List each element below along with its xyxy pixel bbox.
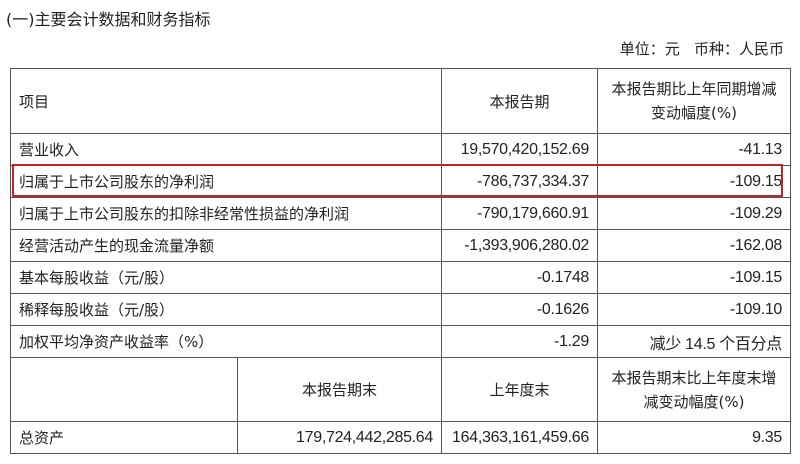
row-item: 稀释每股收益（元/股） (9, 293, 443, 326)
row-change: -109.29 (597, 197, 792, 230)
row-current: -1.29 (441, 325, 599, 358)
table-header-row-2: 本报告期末 上年度末 本报告期末比上年度末增减变动幅度(%) (10, 357, 792, 422)
header-item: 项目 (9, 68, 443, 134)
table-row-highlighted: 归属于上市公司股东的净利润 -786,737,334.37 -109.15 (9, 165, 792, 198)
table-row: 经营活动产生的现金流量净额 -1,393,906,280.02 -162.08 (9, 229, 792, 262)
table-row: 归属于上市公司股东的扣除非经常性损益的净利润 -790,179,660.91 -10… (9, 197, 792, 230)
row-item: 加权平均净资产收益率（%） (9, 325, 443, 358)
row-item: 基本每股收益（元/股） (9, 261, 443, 294)
row-current: -790,179,660.91 (441, 197, 599, 230)
row-change: -109.10 (597, 293, 792, 326)
section-title: (一)主要会计数据和财务指标 (6, 10, 211, 29)
header2-prior-year-end: 上年度末 (441, 357, 599, 422)
row-prior-year-end: 164,363,161,459.66 (441, 421, 599, 454)
row-change: 减少 14.5 个百分点 (597, 325, 792, 358)
header-change: 本报告期比上年同期增减变动幅度(%) (597, 68, 792, 134)
unit-currency-label: 单位：元 币种：人民币 (619, 40, 784, 58)
row-change: -109.15 (597, 261, 792, 294)
row-item: 归属于上市公司股东的扣除非经常性损益的净利润 (9, 197, 443, 230)
row-current: -1,393,906,280.02 (441, 229, 599, 262)
header2-blank (10, 357, 238, 422)
row-change: -162.08 (597, 229, 792, 262)
row-item: 归属于上市公司股东的净利润 (9, 165, 443, 198)
row-current: -786,737,334.37 (441, 165, 599, 198)
table-row: 加权平均净资产收益率（%） -1.29 减少 14.5 个百分点 (9, 325, 792, 358)
row-item: 营业收入 (9, 133, 443, 166)
row-change: -41.13 (597, 133, 792, 166)
row-current: 19,570,420,152.69 (441, 133, 599, 166)
row-change: 9.35 (597, 421, 792, 454)
row-current: -0.1626 (441, 293, 599, 326)
row-item: 总资产 (10, 421, 238, 454)
table-row-total-assets: 总资产 179,724,442,285.64 164,363,161,459.6… (10, 421, 792, 454)
row-change: -109.15 (597, 165, 792, 198)
table-row: 稀释每股收益（元/股） -0.1626 -109.10 (9, 293, 792, 326)
table-row: 营业收入 19,570,420,152.69 -41.13 (9, 133, 792, 166)
header-current: 本报告期 (441, 68, 599, 134)
row-period-end: 179,724,442,285.64 (236, 421, 443, 454)
table-row: 基本每股收益（元/股） -0.1748 -109.15 (9, 261, 792, 294)
header2-change: 本报告期末比上年度末增减变动幅度(%) (597, 357, 792, 422)
table-header-row: 项目 本报告期 本报告期比上年同期增减变动幅度(%) (9, 68, 792, 134)
financial-indicators-table: 项目 本报告期 本报告期比上年同期增减变动幅度(%) 营业收入 19,570,42… (9, 68, 792, 454)
row-current: -0.1748 (441, 261, 599, 294)
row-item: 经营活动产生的现金流量净额 (9, 229, 443, 262)
header2-period-end: 本报告期末 (236, 357, 443, 422)
